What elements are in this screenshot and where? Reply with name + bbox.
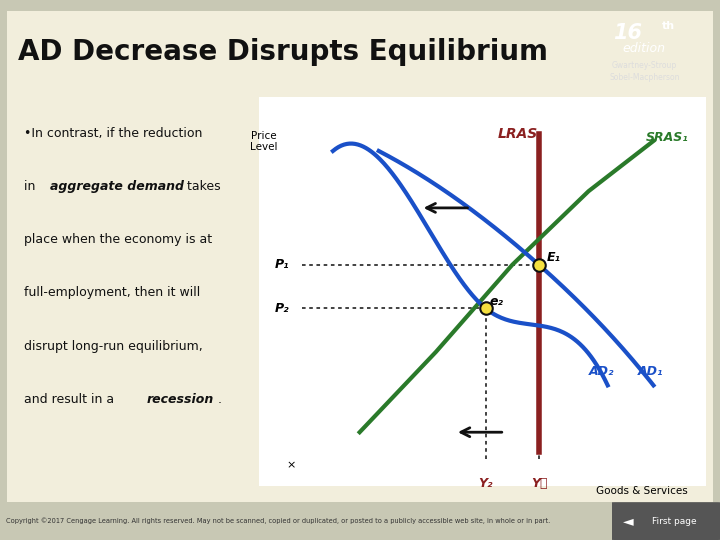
Text: SRAS₁: SRAS₁ [646, 131, 688, 144]
FancyBboxPatch shape [251, 90, 714, 494]
Text: ×: × [287, 461, 296, 471]
Text: aggregate demand: aggregate demand [50, 180, 184, 193]
Text: place when the economy is at: place when the economy is at [24, 233, 212, 246]
Text: e₂: e₂ [490, 295, 503, 308]
Text: LRAS: LRAS [498, 126, 538, 140]
Text: 16: 16 [613, 23, 642, 44]
Text: Y₟: Y₟ [531, 477, 547, 490]
Text: AD₁: AD₁ [638, 365, 664, 379]
Text: .: . [217, 393, 222, 406]
Text: recession: recession [146, 393, 214, 406]
Text: edition: edition [623, 42, 666, 55]
Text: disrupt long-run equilibrium,: disrupt long-run equilibrium, [24, 340, 202, 353]
Text: AD Decrease Disrupts Equilibrium: AD Decrease Disrupts Equilibrium [19, 38, 549, 66]
FancyBboxPatch shape [609, 502, 720, 540]
Text: P₂: P₂ [274, 302, 289, 315]
Text: AD₂: AD₂ [589, 365, 614, 379]
Text: First page: First page [652, 517, 697, 525]
Text: Y₂: Y₂ [478, 477, 492, 490]
Text: th: th [662, 21, 675, 31]
Text: takes: takes [183, 180, 221, 193]
Text: Sobel-Macpherson: Sobel-Macpherson [609, 73, 680, 82]
Text: Goods & Services: Goods & Services [596, 486, 688, 496]
Text: (real GDP): (real GDP) [638, 506, 688, 516]
Text: Copyright ©2017 Cengage Learning. All rights reserved. May not be scanned, copie: Copyright ©2017 Cengage Learning. All ri… [6, 518, 550, 524]
Text: P₁: P₁ [274, 258, 289, 271]
Text: •In contrast, if the reduction: •In contrast, if the reduction [24, 126, 202, 139]
Text: Gwartney-Stroup: Gwartney-Stroup [612, 60, 677, 70]
Text: in: in [24, 180, 40, 193]
Text: E₁: E₁ [546, 252, 561, 265]
Text: full-employment, then it will: full-employment, then it will [24, 286, 200, 299]
FancyBboxPatch shape [0, 0, 720, 517]
Text: ◄: ◄ [623, 514, 634, 528]
Text: and result in a: and result in a [24, 393, 118, 406]
Text: Price
Level: Price Level [251, 131, 278, 152]
